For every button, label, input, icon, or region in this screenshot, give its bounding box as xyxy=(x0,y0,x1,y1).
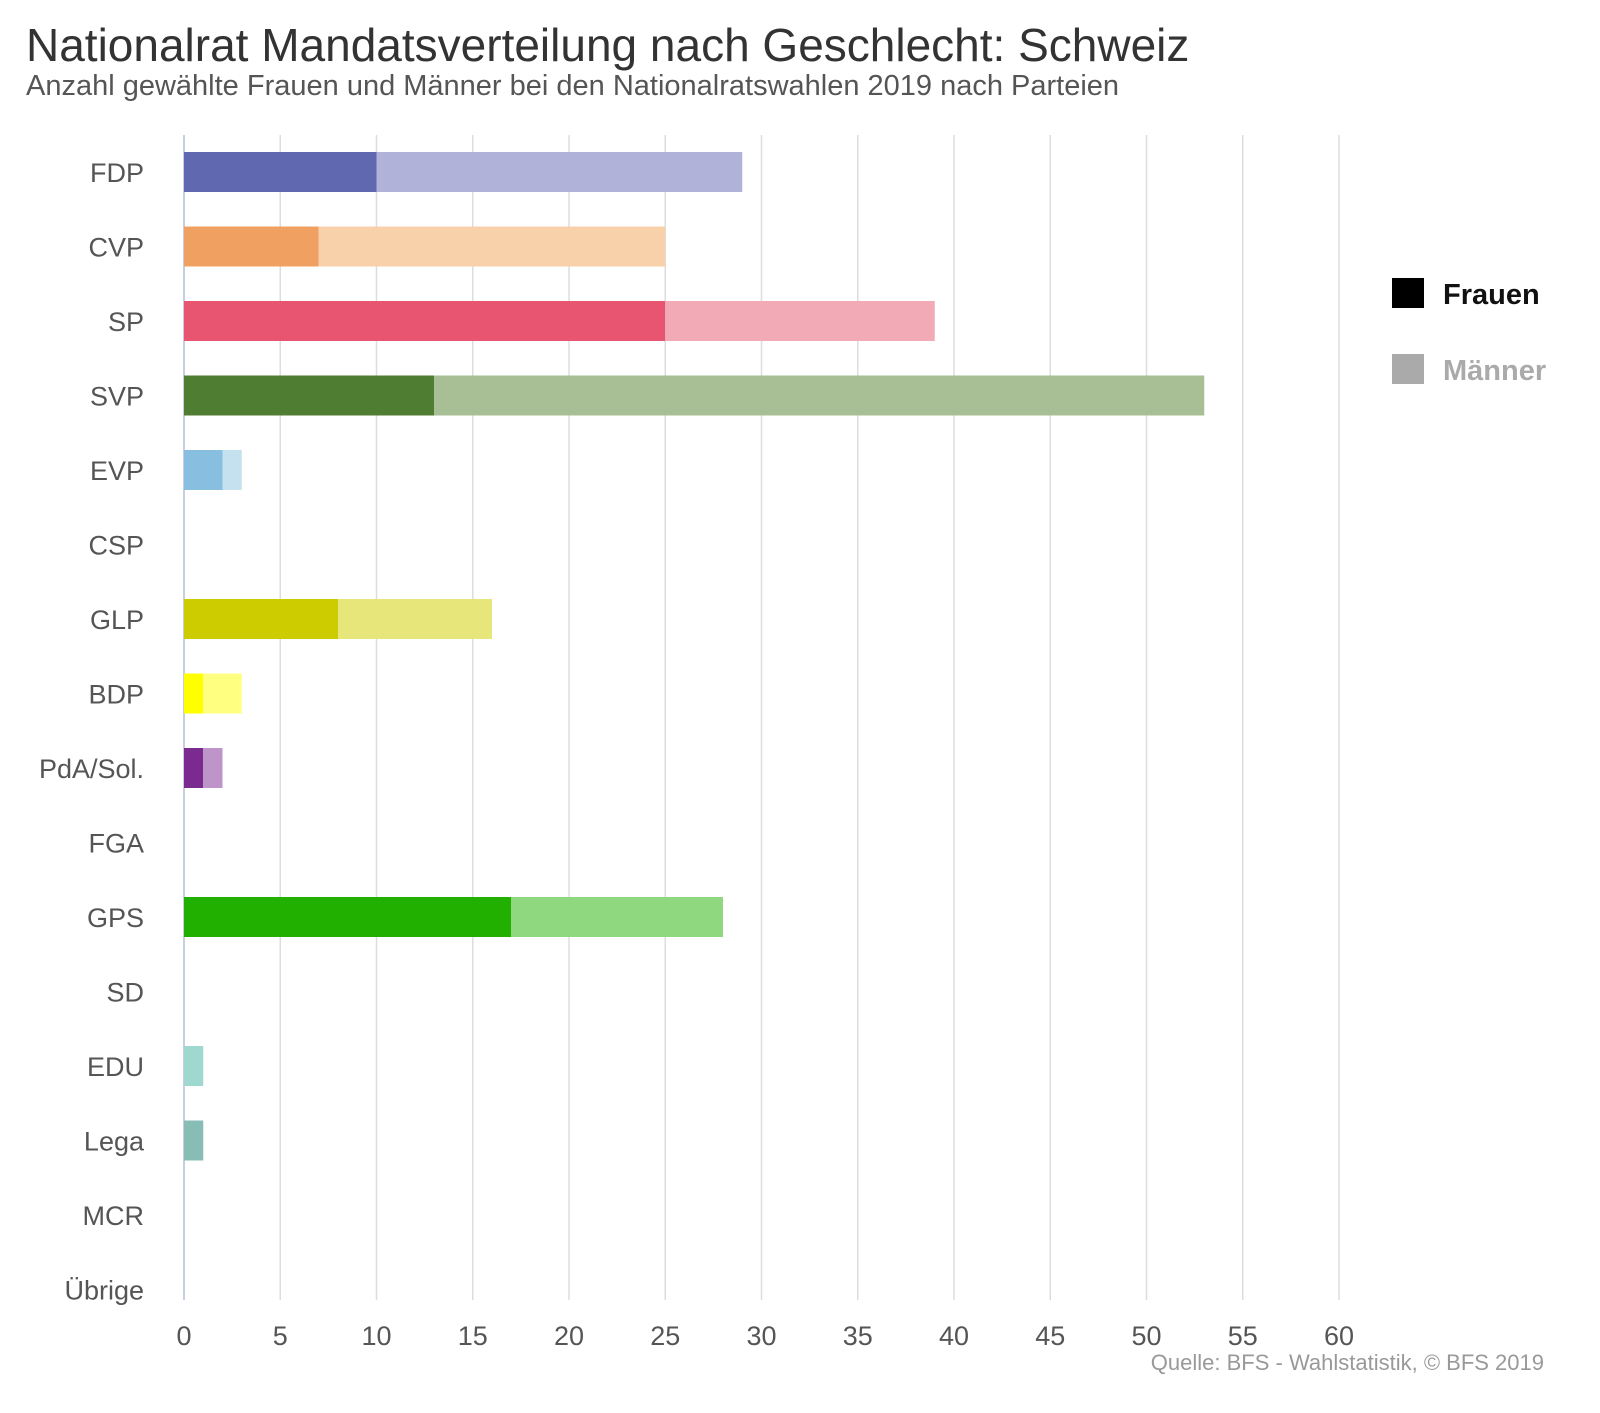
category-label: MCR xyxy=(83,1201,145,1231)
category-label: BDP xyxy=(88,680,144,710)
x-tick-label: 25 xyxy=(650,1321,680,1351)
legend-label: Männer xyxy=(1443,355,1546,387)
bar-frauen xyxy=(184,599,338,639)
bar-maenner xyxy=(203,673,242,714)
bar-maenner xyxy=(338,599,492,639)
x-tick-label: 45 xyxy=(1035,1321,1065,1351)
bar-maenner xyxy=(184,1120,204,1161)
bar-frauen xyxy=(184,897,512,937)
category-label: Lega xyxy=(84,1127,145,1157)
bar-maenner xyxy=(434,375,1205,416)
bar-maenner xyxy=(184,1046,204,1086)
category-label: EVP xyxy=(90,456,144,486)
bar-frauen xyxy=(184,226,319,267)
legend-swatch xyxy=(1392,354,1424,384)
bar-maenner xyxy=(318,226,666,267)
bar-frauen xyxy=(184,375,435,416)
bar-maenner xyxy=(222,450,242,490)
x-tick-label: 0 xyxy=(176,1321,191,1351)
bar-maenner xyxy=(376,152,743,192)
category-label: PdA/Sol. xyxy=(39,754,144,784)
x-tick-label: 15 xyxy=(458,1321,488,1351)
chart-subtitle: Anzahl gewählte Frauen und Männer bei de… xyxy=(26,70,1120,102)
category-label: FDP xyxy=(90,158,144,188)
bars xyxy=(184,152,1205,1161)
bar-frauen xyxy=(184,748,204,788)
bar-frauen xyxy=(184,301,666,341)
category-label: FGA xyxy=(88,829,144,859)
category-label: GLP xyxy=(90,605,144,635)
x-tick-label: 30 xyxy=(746,1321,776,1351)
category-label: CVP xyxy=(88,233,144,263)
bar-maenner xyxy=(665,301,935,341)
x-tick-label: 50 xyxy=(1131,1321,1161,1351)
category-label: SD xyxy=(106,978,144,1008)
category-label: SP xyxy=(108,307,144,337)
category-label: Übrige xyxy=(64,1276,144,1306)
x-tick-label: 20 xyxy=(554,1321,584,1351)
category-label: GPS xyxy=(87,903,144,933)
x-tick-label: 60 xyxy=(1324,1321,1354,1351)
legend-label: Frauen xyxy=(1443,279,1540,311)
bar-frauen xyxy=(184,673,204,714)
bar-frauen xyxy=(184,450,223,490)
legend-swatch xyxy=(1392,278,1424,308)
bar-maenner xyxy=(511,897,723,937)
category-label: EDU xyxy=(87,1052,144,1082)
x-tick-label: 55 xyxy=(1228,1321,1258,1351)
x-tick-labels: 0 5 10 15 20 25 30 35 40 45 50 55 60 xyxy=(176,1321,1354,1351)
source-note: Quelle: BFS - Wahlstatistik, © BFS 2019 xyxy=(1150,1350,1544,1375)
legend: Frauen Männer xyxy=(1392,278,1546,387)
bar-maenner xyxy=(203,748,223,788)
x-tick-label: 10 xyxy=(361,1321,391,1351)
category-labels: FDP CVP SP SVP EVP CSP GLP BDP PdA/Sol. FGA GPS SD E… xyxy=(39,158,145,1306)
category-label: CSP xyxy=(88,531,144,561)
x-tick-label: 5 xyxy=(273,1321,288,1351)
category-label: SVP xyxy=(90,382,144,412)
chart-title: Nationalrat Mandatsverteilung nach Gesch… xyxy=(26,19,1190,71)
x-tick-label: 40 xyxy=(939,1321,969,1351)
bar-frauen xyxy=(184,152,377,192)
x-tick-label: 35 xyxy=(843,1321,873,1351)
